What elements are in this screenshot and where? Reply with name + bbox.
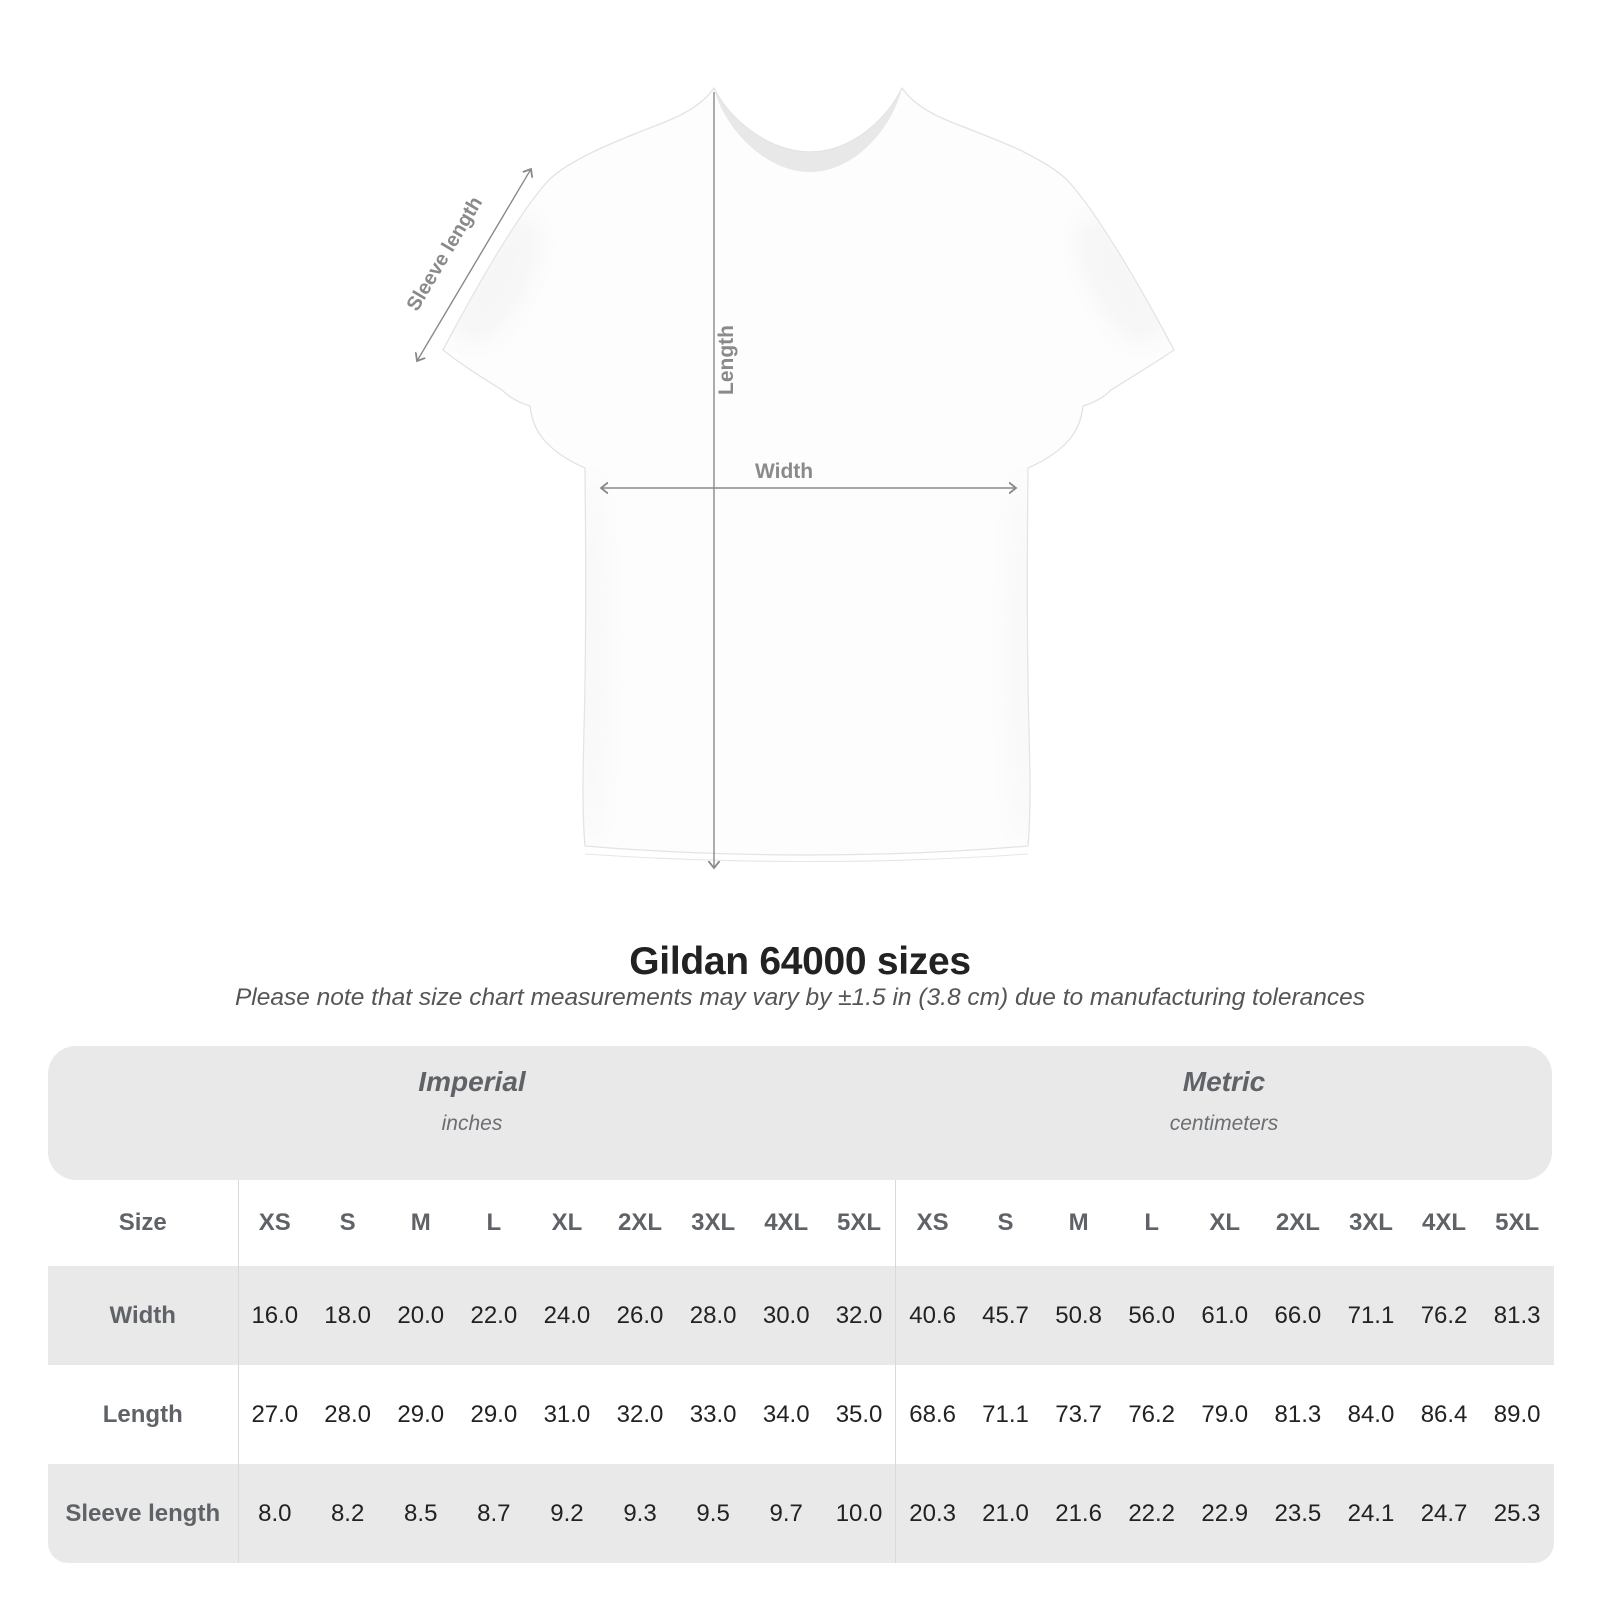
svg-text:Width: Width — [755, 460, 813, 483]
svg-text:Length: Length — [715, 325, 738, 395]
